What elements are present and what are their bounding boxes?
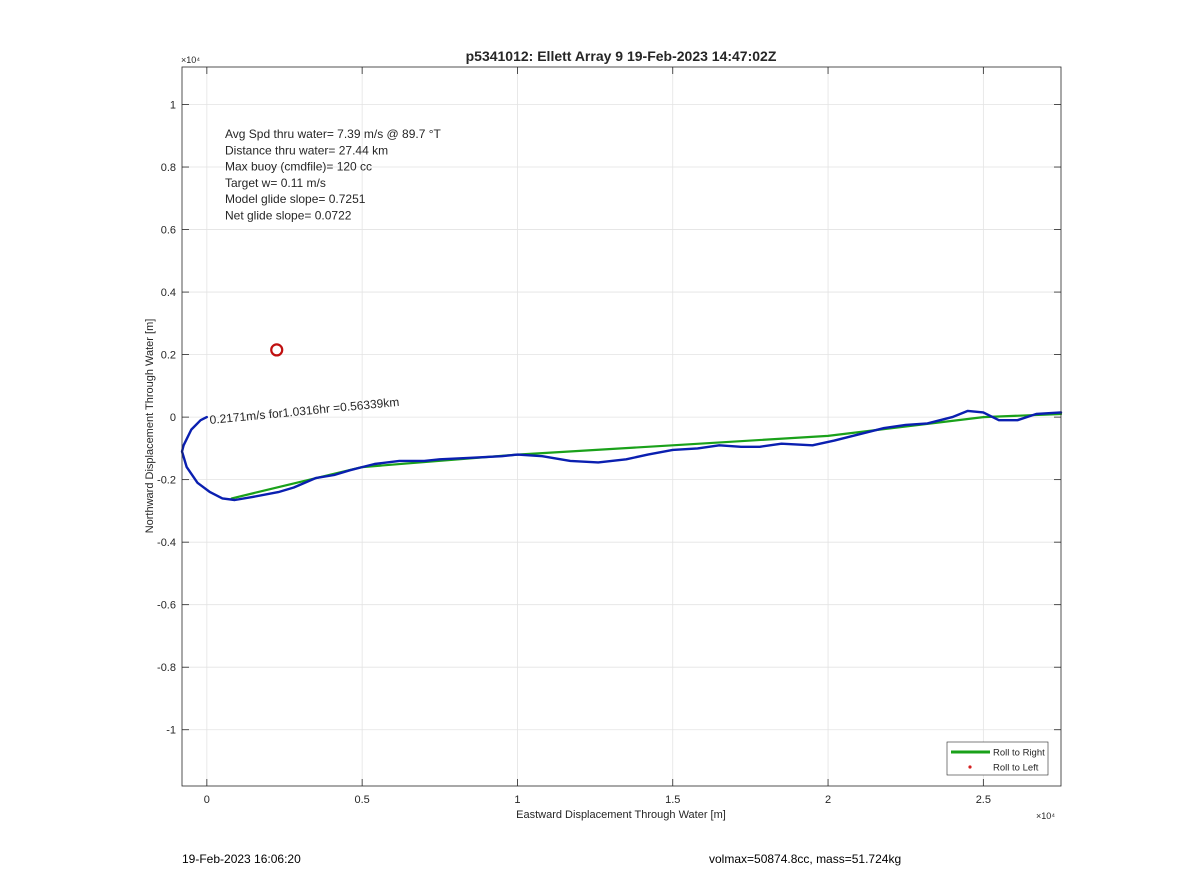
plot-axes: 0 0.5 1 1.5 2 2.5 -1 -0.8 -0.6 -0.4 -0.2 0 0.2 0.4 0.6… xyxy=(157,66,1063,806)
y-tick-label: 0 xyxy=(170,412,176,424)
legend: Roll to Right Roll to Left xyxy=(946,741,1049,776)
x-tick-label: 0.5 xyxy=(354,794,369,806)
x-tick-label: 0 xyxy=(204,794,210,806)
y-tick-label: -0.2 xyxy=(157,475,176,487)
legend-swatch-dot xyxy=(968,765,972,769)
stats-line: Distance thru water= 27.44 km xyxy=(225,143,388,157)
x-exponent-label: ×10⁴ xyxy=(1036,811,1055,821)
footer-vehicle-info: volmax=50874.8cc, mass=51.724kg xyxy=(709,852,902,866)
stats-block: Avg Spd thru water= 7.39 m/s @ 89.7 °T Di… xyxy=(225,127,442,223)
stats-line: Model glide slope= 0.7251 xyxy=(225,192,366,206)
footer-timestamp: 19-Feb-2023 16:06:20 xyxy=(182,852,301,866)
x-tick-label: 1 xyxy=(514,794,520,806)
grid xyxy=(182,67,1061,786)
chart-title: p5341012: Ellett Array 9 19-Feb-2023 14:… xyxy=(466,48,777,64)
y-tick-label: 0.4 xyxy=(161,287,176,299)
stats-line: Avg Spd thru water= 7.39 m/s @ 89.7 °T xyxy=(225,127,442,141)
y-tick-label: -1 xyxy=(166,725,176,737)
legend-label: Roll to Right xyxy=(993,748,1045,759)
y-tick-label: 0.6 xyxy=(161,225,176,237)
y-tick-label: -0.4 xyxy=(157,537,176,549)
y-tick-label: 0.2 xyxy=(161,350,176,362)
y-tick-label: -0.8 xyxy=(157,662,176,674)
x-axis-label: Eastward Displacement Through Water [m] xyxy=(516,809,726,821)
x-tick-label: 2.5 xyxy=(976,794,991,806)
x-tick-label: 1.5 xyxy=(665,794,680,806)
legend-label: Roll to Left xyxy=(993,763,1039,774)
position-marker xyxy=(270,343,284,357)
stats-line: Target w= 0.11 m/s xyxy=(225,176,326,190)
stats-line: Max buoy (cmdfile)= 120 cc xyxy=(225,160,372,174)
series-line-track xyxy=(180,409,1063,502)
x-tick-label: 2 xyxy=(825,794,831,806)
y-exponent-label: ×10⁴ xyxy=(181,55,200,65)
y-axis-label: Northward Displacement Through Water [m] xyxy=(144,319,156,534)
axes-box xyxy=(181,66,1062,787)
y-tick-label: 0.8 xyxy=(161,162,176,174)
y-tick-label: -0.6 xyxy=(157,600,176,612)
ticks: 0 0.5 1 1.5 2 2.5 -1 -0.8 -0.6 -0.4 -0.2 0 0.2 0.4 0.6… xyxy=(157,67,1061,806)
y-tick-label: 1 xyxy=(170,100,176,112)
stats-line: Net glide slope= 0.0722 xyxy=(225,209,352,223)
